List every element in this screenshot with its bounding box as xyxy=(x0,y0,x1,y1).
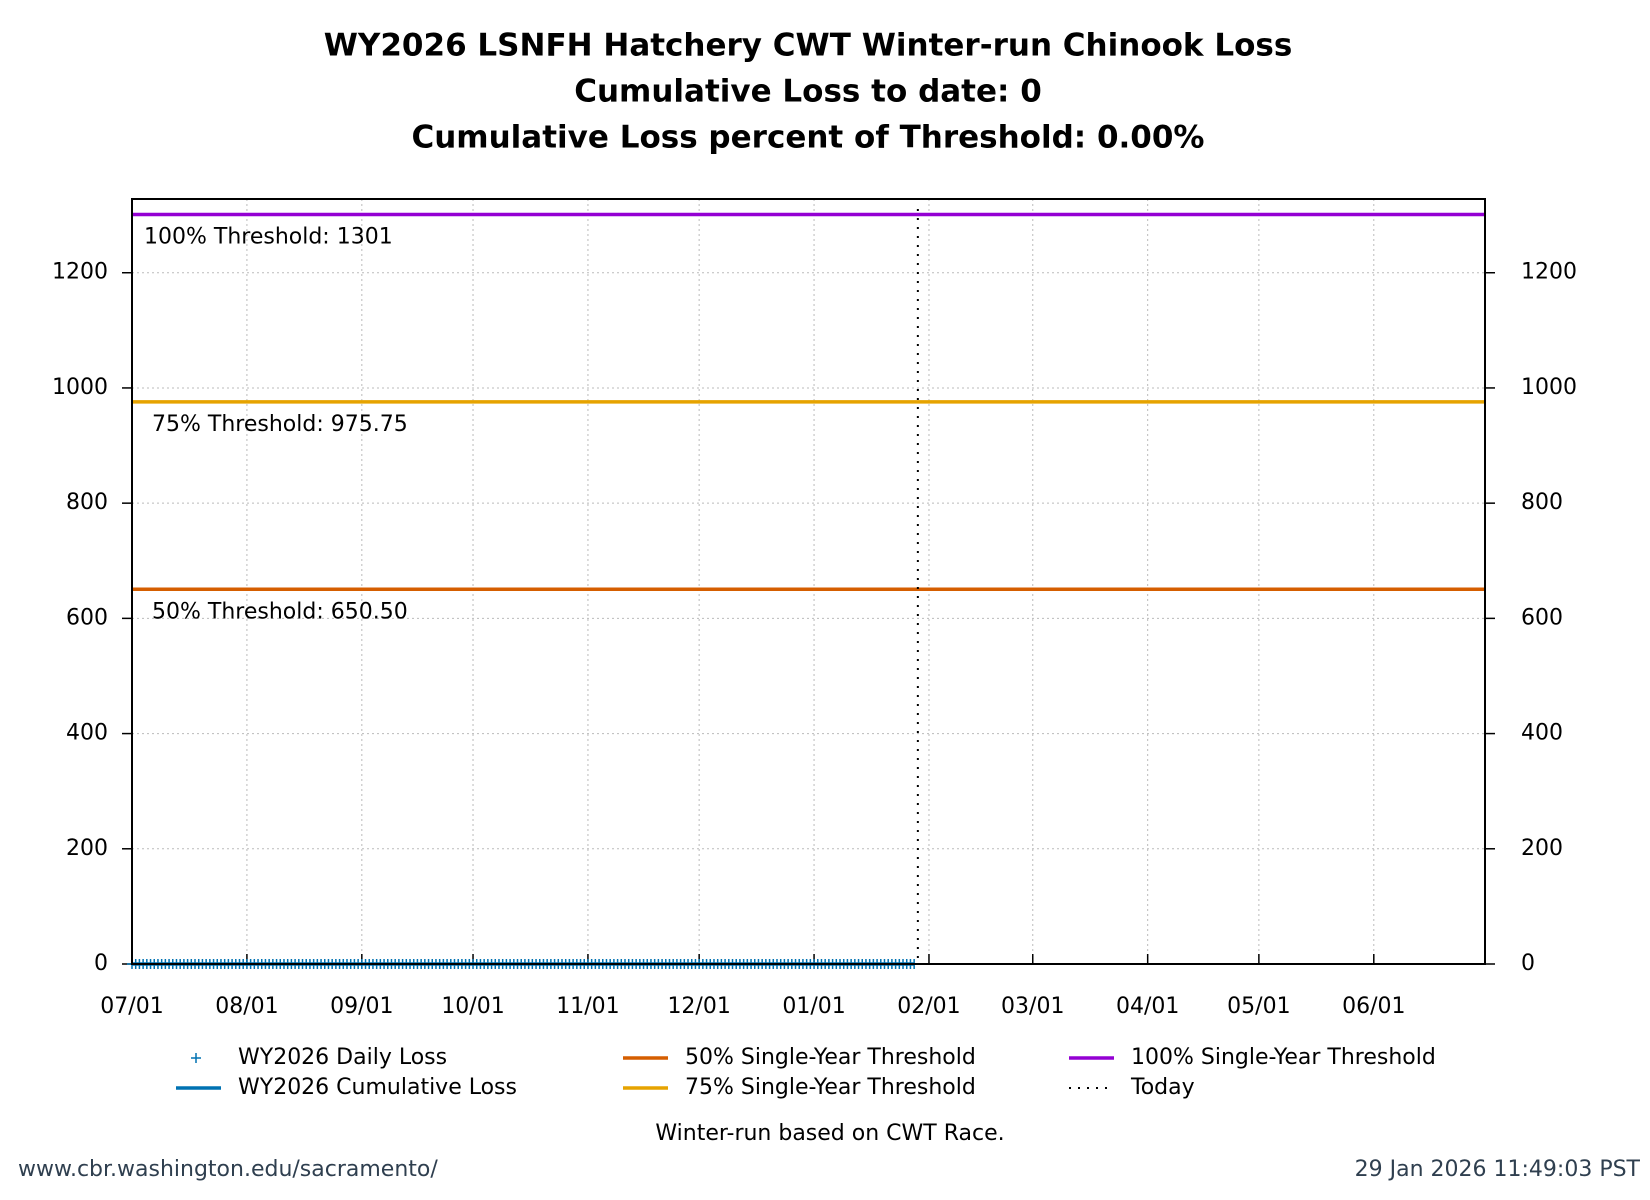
threshold-label: 50% Threshold: 650.50 xyxy=(152,599,408,624)
y2-tick-label: 1200 xyxy=(1521,260,1577,285)
y2-tick-label: 0 xyxy=(1521,951,1535,976)
x-tick-label: 05/01 xyxy=(1227,994,1290,1019)
x-tick-label: 07/01 xyxy=(100,994,163,1019)
y-tick-label: 200 xyxy=(66,836,108,861)
x-tick-label: 06/01 xyxy=(1342,994,1405,1019)
y2-tick-label: 800 xyxy=(1521,490,1563,515)
y-tick-label: 600 xyxy=(66,605,108,630)
x-tick-label: 11/01 xyxy=(556,994,619,1019)
legend-label: 75% Single-Year Threshold xyxy=(685,1075,976,1100)
y2-tick-label: 1000 xyxy=(1521,375,1577,400)
legend-label: WY2026 Daily Loss xyxy=(238,1045,447,1070)
y-tick-label: 400 xyxy=(66,721,108,746)
legend-label: WY2026 Cumulative Loss xyxy=(238,1075,517,1100)
note: Winter-run based on CWT Race. xyxy=(655,1121,1004,1146)
threshold-label: 100% Threshold: 1301 xyxy=(144,225,393,250)
x-tick-label: 12/01 xyxy=(667,994,730,1019)
y2-tick-label: 200 xyxy=(1521,836,1563,861)
x-tick-label: 04/01 xyxy=(1116,994,1179,1019)
y2-tick-label: 400 xyxy=(1521,721,1563,746)
legend-label: Today xyxy=(1130,1075,1195,1100)
plot-frame xyxy=(131,198,1486,965)
x-tick-label: 03/01 xyxy=(1001,994,1064,1019)
x-tick-label: 08/01 xyxy=(215,994,278,1019)
legend-label: 50% Single-Year Threshold xyxy=(685,1045,976,1070)
chart-title: WY2026 LSNFH Hatchery CWT Winter-run Chi… xyxy=(324,28,1293,64)
x-tick-label: 02/01 xyxy=(897,994,960,1019)
chart-subtitle: Cumulative Loss percent of Threshold: 0.… xyxy=(411,120,1204,156)
threshold-label: 75% Threshold: 975.75 xyxy=(152,412,408,437)
source: www.cbr.washington.edu/sacramento/ xyxy=(18,1157,438,1182)
timestamp: 29 Jan 2026 11:49:03 PST xyxy=(1355,1157,1641,1182)
legend-marker xyxy=(191,1053,201,1063)
x-tick-label: 09/01 xyxy=(330,994,393,1019)
y-tick-label: 1000 xyxy=(52,375,108,400)
y-tick-label: 800 xyxy=(66,490,108,515)
y-tick-label: 0 xyxy=(94,951,108,976)
y2-tick-label: 600 xyxy=(1521,605,1563,630)
x-tick-label: 01/01 xyxy=(782,994,845,1019)
legend-label: 100% Single-Year Threshold xyxy=(1131,1045,1436,1070)
chart-subtitle: Cumulative Loss to date: 0 xyxy=(574,74,1042,110)
x-tick-label: 10/01 xyxy=(441,994,504,1019)
y-tick-label: 1200 xyxy=(52,260,108,285)
